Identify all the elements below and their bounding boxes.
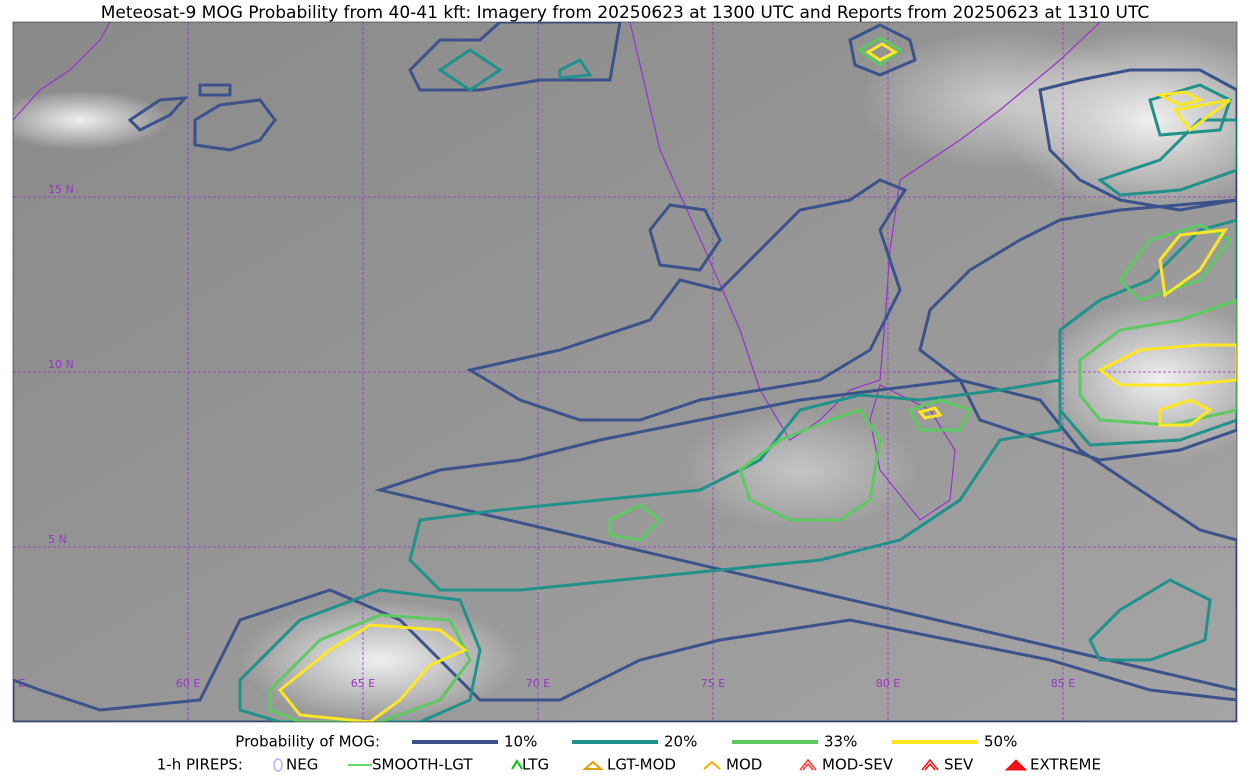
pirep-symbol	[1004, 759, 1028, 771]
pirep-label: EXTREME	[1030, 756, 1101, 774]
pirep-icon	[921, 758, 939, 771]
pirep-symbol	[511, 759, 523, 770]
pirep-symbol	[273, 758, 283, 772]
lon-label: 75 E	[701, 677, 725, 690]
pirep-icon	[582, 760, 604, 770]
pirep-icon	[511, 759, 523, 770]
lon-label: 80 E	[876, 677, 900, 690]
lon-label: 60 E	[176, 677, 200, 690]
legend-label: 50%	[984, 733, 1017, 751]
title: Meteosat-9 MOG Probability from 40-41 kf…	[101, 3, 1150, 23]
pirep-label: LTG	[522, 756, 549, 774]
lat-label: 10 N	[48, 358, 74, 371]
pirep-symbol	[703, 760, 721, 770]
legend: Probability of MOG: 10% 20% 33% 50% 1-h PIR…	[157, 733, 1101, 774]
pirep-symbol	[921, 758, 939, 771]
pirep-label: SEV	[944, 756, 974, 774]
pirep-icon	[703, 760, 721, 770]
pirep-icon	[799, 758, 817, 771]
legend-label: 20%	[664, 733, 697, 751]
pirep-symbol	[799, 758, 817, 771]
pirep-label: SMOOTH-LGT	[372, 756, 473, 774]
pirep-label: NEG	[286, 756, 318, 774]
pirep-icon	[273, 758, 283, 772]
pirep-label: LGT-MOD	[607, 756, 676, 774]
lon-label: 65 E	[351, 677, 375, 690]
legend-title: Probability of MOG:	[235, 733, 380, 751]
lat-label: 5 N	[48, 533, 67, 546]
pirep-symbol	[582, 760, 604, 770]
pireps-title: 1-h PIREPS:	[157, 756, 243, 774]
map: 15 N10 N5 N55 E 60 E 65 E 70 E 75 E 80 E 85 E	[13, 22, 1237, 722]
pirep-label: MOD-SEV	[822, 756, 894, 774]
lat-label: 15 N	[48, 183, 74, 196]
legend-label: 10%	[504, 733, 537, 751]
pirep-icon	[1004, 759, 1028, 771]
pirep-label: MOD	[726, 756, 762, 774]
legend-label: 33%	[824, 733, 857, 751]
lon-label: 70 E	[526, 677, 550, 690]
lon-label: 85 E	[1051, 677, 1075, 690]
